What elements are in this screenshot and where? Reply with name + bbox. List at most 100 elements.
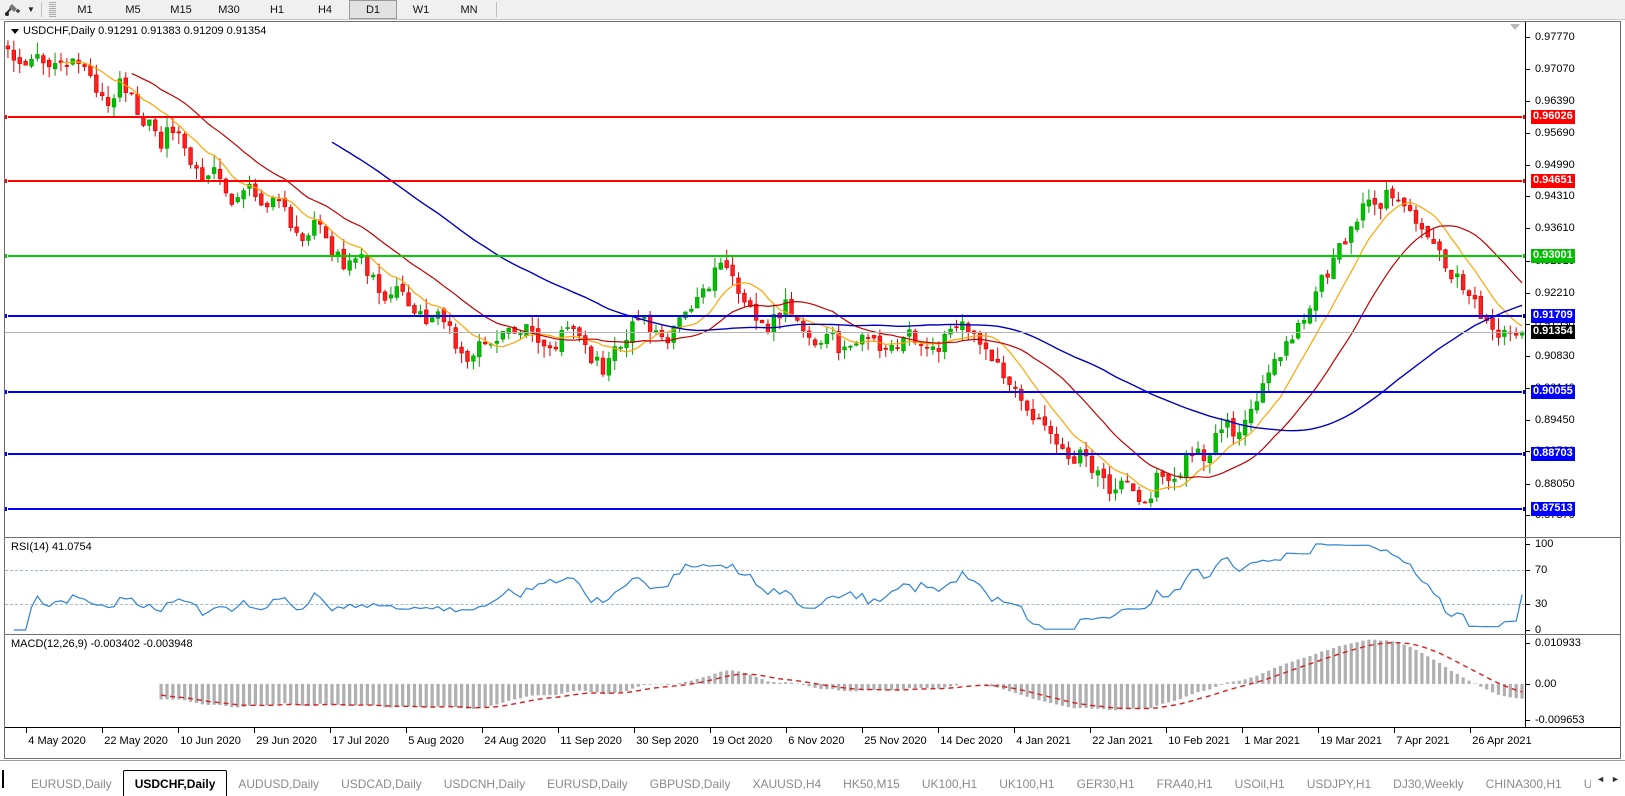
rsi-axis[interactable]: 100 70 30 0 <box>1525 538 1620 634</box>
time-tick-label: 24 Aug 2020 <box>484 735 547 747</box>
chart-tab-gbpusd-daily[interactable]: GBPUSD,Daily <box>649 777 731 791</box>
chart-tab-u[interactable]: U <box>1583 777 1591 791</box>
time-tick-label: 6 Nov 2020 <box>788 735 845 747</box>
time-tickmark <box>1090 728 1092 733</box>
time-tick-label: 4 Jan 2021 <box>1016 735 1071 747</box>
axis-tickmark <box>1526 132 1530 134</box>
rsi-plot-area[interactable] <box>5 538 1525 634</box>
timeframe-mn[interactable]: MN <box>460 3 478 16</box>
rsi-tick-label: 0 <box>1535 624 1542 635</box>
timeframe-h1[interactable]: H1 <box>269 3 285 16</box>
level-handle-right[interactable] <box>1522 312 1525 319</box>
chart-tab-usdcad-daily[interactable]: USDCAD,Daily <box>341 777 422 791</box>
chart-tab-usoil-h1[interactable]: USOil,H1 <box>1234 777 1285 791</box>
level-handle-left[interactable] <box>5 505 8 512</box>
chart-tab-usdchf-daily[interactable]: USDCHF,Daily <box>122 770 228 796</box>
chevron-down-icon[interactable]: ▼ <box>27 5 35 14</box>
price-level-line[interactable] <box>5 312 1525 319</box>
price-level-tag[interactable]: 0.94651 <box>1531 173 1575 188</box>
tab-list[interactable]: EURUSD,Daily USDCHF,Daily AUDUSD,Daily USDC… <box>6 761 1591 796</box>
price-level-tag[interactable]: 0.87513 <box>1531 501 1575 516</box>
timeframe-h4[interactable]: H4 <box>317 3 333 16</box>
time-tickmark <box>1394 728 1396 733</box>
price-tick-label: 0.91530 <box>1535 318 1575 331</box>
time-tick-label: 14 Dec 2020 <box>940 735 1003 747</box>
macd-plot-area[interactable] <box>5 635 1525 727</box>
macd-histogram <box>159 639 1524 711</box>
price-level-tag[interactable]: 0.88703 <box>1531 447 1575 462</box>
chart-tab-usdcnh-daily[interactable]: USDCNH,Daily <box>443 777 526 791</box>
timeframe-m15[interactable]: M15 <box>170 3 192 16</box>
level-handle-left[interactable] <box>5 114 8 121</box>
time-axis[interactable]: 4 May 2020 22 May 2020 10 Jun 2020 29 Jun 2… <box>5 727 1620 758</box>
price-level-tag[interactable]: 0.91709 <box>1531 308 1575 323</box>
level-handle-right[interactable] <box>1522 177 1525 184</box>
price-level-line[interactable] <box>5 505 1525 512</box>
price-plot-area[interactable] <box>5 22 1525 537</box>
chart-tab-dj30-weekly[interactable]: DJ30,Weekly <box>1393 777 1464 791</box>
level-handle-left[interactable] <box>5 312 8 319</box>
price-level-line[interactable] <box>5 388 1525 395</box>
timeframe-m1[interactable]: M1 <box>77 3 93 16</box>
axis-tickmark <box>1526 544 1530 545</box>
chart-tab-ger30-h1[interactable]: GER30,H1 <box>1076 777 1135 791</box>
level-handle-left[interactable] <box>5 253 8 260</box>
price-level-line[interactable] <box>5 253 1525 260</box>
chart-tab-hk50-m15[interactable]: HK50,M15 <box>843 777 900 791</box>
macd-tick-label: 0.00 <box>1535 677 1557 690</box>
price-tick-label: 0.89450 <box>1535 413 1575 426</box>
toolbar-grip[interactable] <box>49 2 57 18</box>
axis-tickmark <box>1526 260 1530 262</box>
scroll-right-icon[interactable]: ► <box>1611 773 1620 784</box>
time-tickmark <box>634 728 636 733</box>
rsi-pane[interactable]: RSI(14) 41.0754 100 70 30 0 <box>5 538 1620 635</box>
scroll-left-icon[interactable]: ◄ <box>1596 773 1605 784</box>
price-axis[interactable]: 0.97770 0.97070 0.96390 0.95690 0.94990 0.943… <box>1525 22 1620 537</box>
macd-axis[interactable]: 0.010933 0.00 -0.009653 <box>1525 635 1620 727</box>
time-tick-label: 4 May 2020 <box>28 735 86 747</box>
chart-tab-usdjpy-h1[interactable]: USDJPY,H1 <box>1306 777 1372 791</box>
collapse-triangle-icon[interactable] <box>11 28 19 34</box>
chart-tab-uk100-h1[interactable]: UK100,H1 <box>999 777 1055 791</box>
price-tick-label: 0.92210 <box>1535 286 1575 299</box>
crosshair-cursor-icon[interactable] <box>2 1 24 18</box>
price-level-line[interactable] <box>5 451 1525 458</box>
price-level-line[interactable] <box>5 177 1525 184</box>
level-handle-right[interactable] <box>1522 451 1525 458</box>
chart-tab-uk100-h1[interactable]: UK100,H1 <box>921 777 978 791</box>
price-level-tag[interactable]: 0.96026 <box>1531 110 1575 125</box>
level-handle-left[interactable] <box>5 388 8 395</box>
tabbar-grip[interactable] <box>0 768 6 790</box>
chart-tab-fra40-h1[interactable]: FRA40,H1 <box>1156 777 1213 791</box>
tab-scroll-controls[interactable]: ◄ ► <box>1591 768 1625 790</box>
time-tickmark <box>862 728 864 733</box>
level-handle-right[interactable] <box>1522 388 1525 395</box>
chart-tab-audusd-daily[interactable]: AUDUSD,Daily <box>238 777 320 791</box>
timeframe-m30[interactable]: M30 <box>218 3 240 16</box>
price-pane[interactable]: USDCHF,Daily 0.91291 0.91383 0.91209 0.9… <box>5 22 1620 538</box>
chart-tab-china300-h1[interactable]: CHINA300,H1 <box>1485 777 1562 791</box>
level-handle-right[interactable] <box>1522 114 1525 121</box>
timeframe-d1[interactable]: D1 <box>349 0 397 19</box>
price-tick-label: 0.93610 <box>1535 222 1575 235</box>
chart-tab-eurusd-daily[interactable]: EURUSD,Daily <box>31 777 112 791</box>
timeframe-m5[interactable]: M5 <box>125 3 141 16</box>
chart-tab-xauusd-h4[interactable]: XAUUSD,H4 <box>752 777 822 791</box>
timeframe-w1[interactable]: W1 <box>412 3 430 16</box>
axis-tickmark <box>1526 37 1530 39</box>
macd-pane[interactable]: MACD(12,26,9) -0.003402 -0.003948 0.0109… <box>5 635 1620 727</box>
price-level-tag[interactable]: 0.90055 <box>1531 384 1575 399</box>
level-handle-left[interactable] <box>5 451 8 458</box>
level-handle-right[interactable] <box>1522 505 1525 512</box>
price-level-line[interactable] <box>5 114 1525 121</box>
axis-tickmark <box>1526 569 1530 571</box>
chart-tab-eurusd-daily[interactable]: EURUSD,Daily <box>547 777 628 791</box>
price-level-tag[interactable]: 0.93001 <box>1531 249 1575 264</box>
level-handle-right[interactable] <box>1522 253 1525 260</box>
level-handle-left[interactable] <box>5 177 8 184</box>
price-level-tag[interactable]: 0.91354 <box>1531 325 1575 340</box>
scroll-down-icon[interactable] <box>1510 24 1520 30</box>
time-tickmark <box>178 728 180 733</box>
price-tick-label: 0.90830 <box>1535 350 1575 363</box>
